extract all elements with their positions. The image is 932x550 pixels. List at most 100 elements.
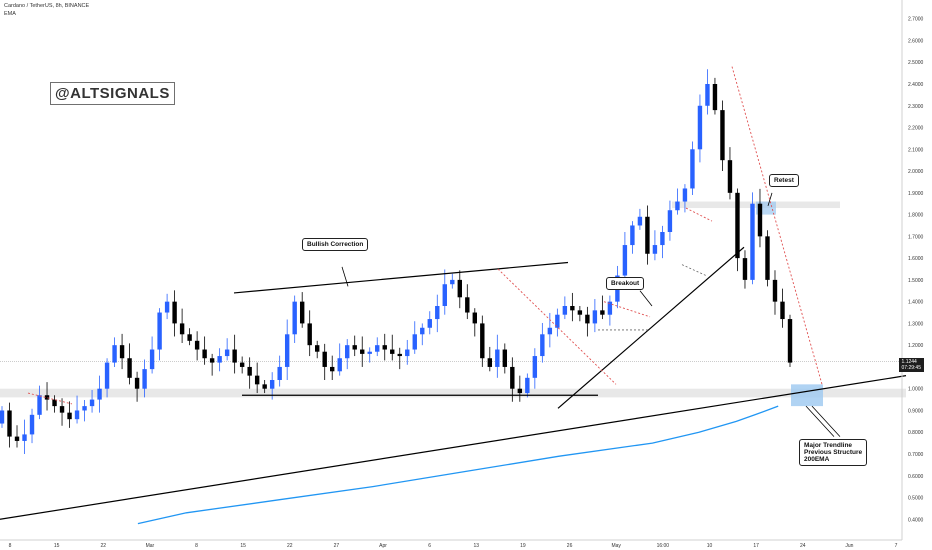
- x-tick-label: 6: [428, 543, 431, 549]
- candle-body: [472, 312, 477, 324]
- red-dashed-trendline: [685, 207, 713, 222]
- candle-body: [134, 377, 140, 389]
- y-axis: 0.4000 0.5000 0.6000 0.7000 0.8000 0.9000 1.00…: [901, 0, 924, 540]
- ema-curve: [137, 405, 779, 525]
- x-tick-label: 26: [567, 543, 573, 549]
- candle-body: [97, 388, 102, 400]
- y-tick-label: 0.8000: [908, 430, 924, 436]
- candle-body: [194, 340, 200, 350]
- bullish-correction-label: Bullish Correction: [302, 238, 369, 251]
- candle-body: [22, 434, 27, 441]
- candle-body: [187, 334, 192, 341]
- red-dashed-trendline: [603, 301, 651, 318]
- candle-body: [697, 105, 703, 150]
- candle-body: [637, 216, 643, 226]
- indicator-label: EMA: [4, 11, 16, 17]
- breakout-label: Breakout: [606, 277, 645, 290]
- candle-body: [337, 358, 342, 372]
- y-tick-label: 2.6000: [908, 38, 924, 44]
- watermark-logo: @ALTSIGNALS: [50, 82, 175, 105]
- candle-body: [570, 306, 575, 311]
- y-tick-label: 0.9000: [908, 408, 924, 414]
- y-tick-label: 0.5000: [908, 496, 924, 502]
- x-tick-label: 15: [54, 543, 60, 549]
- candle-body: [390, 349, 395, 354]
- candle-body: [127, 358, 132, 378]
- candle-body: [142, 369, 147, 389]
- y-tick-label: 1.2000: [908, 343, 924, 349]
- y-tick-label: 1.9000: [908, 191, 924, 197]
- candle-body: [757, 203, 763, 237]
- red-dashed-trendline: [497, 268, 617, 385]
- red-dashed-trendline: [27, 392, 73, 405]
- candle-body: [600, 310, 605, 315]
- candle-body: [457, 279, 462, 298]
- target-pointer-1: [805, 405, 835, 437]
- y-tick-label: 0.7000: [908, 452, 924, 458]
- candle-body: [179, 323, 185, 335]
- candle-body: [284, 334, 290, 367]
- y-tick-label: 1.5000: [908, 278, 924, 284]
- breakout-pointer: [639, 290, 653, 307]
- support-zone: [0, 388, 906, 398]
- x-tick-label: Apr: [379, 543, 387, 549]
- candle-body: [412, 334, 417, 350]
- candle-body: [44, 395, 50, 400]
- symbol-title: Cardano / TetherUS, 8h, BINANCE: [4, 3, 90, 9]
- candle-body: [487, 358, 493, 367]
- candle-body: [14, 436, 20, 441]
- candle-body: [315, 345, 320, 352]
- candle-body: [765, 236, 770, 280]
- candle-body: [652, 245, 658, 254]
- zones: [0, 201, 906, 407]
- candle-body: [465, 297, 470, 313]
- candle-body: [712, 84, 718, 111]
- y-tick-label: 1.6000: [908, 256, 924, 262]
- candle-body: [592, 310, 598, 324]
- x-tick-label: 22: [100, 543, 106, 549]
- major-trendline-label: Major Trendline Previous Structure 200EM…: [799, 439, 868, 466]
- target-pointer-2: [811, 405, 841, 437]
- last-price-tag: 1.1244 07:29:45: [898, 358, 924, 372]
- candle-body: [660, 232, 665, 246]
- candle-body: [52, 399, 57, 407]
- candle-body: [540, 334, 545, 357]
- major-trendline-line3: 200EMA: [804, 456, 830, 463]
- candle-body: [645, 216, 650, 254]
- x-tick-label: 27: [334, 543, 340, 549]
- candle-body: [7, 410, 12, 437]
- candle-body: [164, 301, 170, 313]
- candle-body: [585, 314, 590, 324]
- target-highlight: [791, 384, 823, 407]
- candle-body: [750, 203, 755, 280]
- candle-body: [742, 258, 748, 280]
- candle-body: [435, 306, 440, 320]
- ema-line: [137, 405, 779, 525]
- candle-body: [510, 366, 515, 389]
- major-trendline-line2: Previous Structure: [804, 449, 863, 456]
- candle-body: [495, 349, 500, 367]
- x-tick-label: 10: [707, 543, 713, 549]
- chart-header: Cardano / TetherUS, 8h, BINANCE EMA: [4, 2, 89, 18]
- candle-body: [217, 356, 222, 363]
- candle-body: [119, 345, 125, 359]
- candle-body: [420, 327, 425, 335]
- retest-label: Retest: [769, 174, 799, 187]
- candle-body: [224, 349, 230, 357]
- candle-body: [322, 351, 327, 367]
- candle-body: [239, 362, 245, 367]
- candle-body: [277, 366, 282, 380]
- x-tick-label: 22: [287, 543, 293, 549]
- candle-body: [607, 301, 613, 315]
- candle-body: [787, 319, 793, 363]
- candle-body: [367, 351, 372, 354]
- red-dashed-trendline: [731, 66, 823, 385]
- major-trendline: [0, 375, 907, 520]
- candle-body: [232, 349, 237, 363]
- x-tick-label: 15: [240, 543, 246, 549]
- candle-body: [397, 353, 402, 357]
- candle-body: [427, 319, 432, 328]
- x-tick-label: Jun: [845, 543, 853, 549]
- candles: [0, 69, 793, 454]
